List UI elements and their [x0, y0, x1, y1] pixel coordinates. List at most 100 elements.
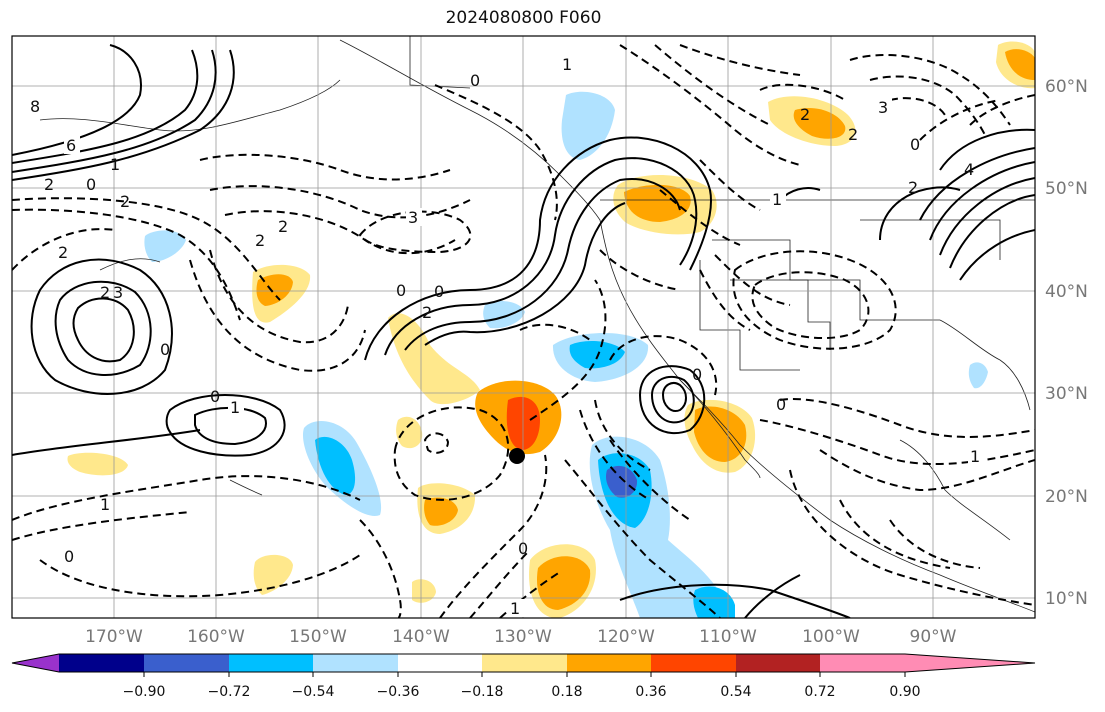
lat-label: 40°N — [1045, 282, 1088, 302]
longitude-labels: 170°W 160°W 150°W 140°W 130°W 120°W 110°… — [85, 627, 957, 647]
lat-label: 10°N — [1045, 589, 1088, 609]
colorbar-tick-label: 0.18 — [551, 684, 582, 700]
colorbar: −0.90 −0.72 −0.54 −0.36 −0.18 0.18 0.36 … — [11, 653, 1036, 700]
contour-label: 0 — [86, 175, 96, 194]
lat-label: 20°N — [1045, 487, 1088, 507]
lon-label: 170°W — [85, 627, 143, 647]
colorbar-tick-label: 0.72 — [804, 684, 835, 700]
shade-positive — [536, 556, 591, 610]
contour-label: 1 — [562, 55, 572, 74]
contour-label: 1 — [230, 398, 240, 417]
colorbar-segment — [398, 654, 482, 672]
colorbar-tick-label: −0.72 — [208, 684, 251, 700]
lon-label: 120°W — [597, 627, 655, 647]
contour-label: 1 — [100, 495, 110, 514]
shade-negative — [144, 230, 186, 262]
contour-label: 0 — [910, 135, 920, 154]
colorbar-extend-low — [12, 654, 59, 672]
plot-title: 2024080800 F060 — [445, 8, 602, 28]
colorbar-ticks — [143, 672, 906, 677]
shade-positive — [1005, 49, 1035, 80]
colorbar-segment — [144, 654, 229, 672]
shade-positive — [624, 184, 691, 222]
map-panel: 8 6 2 0 1 2 2 2 2 3 3 2 0 2 0 1 0 3 2 2 … — [12, 36, 1035, 618]
dashed-contours — [12, 44, 1035, 618]
contour-label: 1 — [110, 155, 120, 174]
colorbar-tick-label: −0.18 — [461, 684, 504, 700]
shade-negative — [606, 465, 638, 498]
colorbar-segment — [820, 654, 905, 672]
contour-label: 0 — [776, 395, 786, 414]
lon-label: 150°W — [289, 627, 347, 647]
contour-label: 2 — [908, 178, 918, 197]
shade-positive — [412, 579, 436, 603]
colorbar-segment — [229, 654, 313, 672]
contour-label: 3 — [878, 98, 888, 117]
contour-label: 0 — [470, 71, 480, 90]
shade-positive — [256, 274, 293, 306]
shade-positive — [793, 107, 846, 139]
contour-label: 1 — [510, 599, 520, 618]
contour-labels: 8 6 2 0 1 2 2 2 2 3 3 2 0 2 0 1 0 3 2 2 … — [28, 55, 984, 618]
colorbar-tick-label: −0.54 — [292, 684, 335, 700]
colorbar-segment — [313, 654, 398, 672]
shade-positive — [424, 497, 458, 526]
contour-label: 0 — [210, 387, 220, 406]
shade-positive — [388, 313, 480, 405]
contour-label: 3 — [408, 208, 418, 227]
lon-label: 140°W — [392, 627, 450, 647]
contour-label: 8 — [30, 97, 40, 116]
shade-negative — [693, 586, 735, 618]
contour-label: 0 — [692, 365, 702, 384]
contour-label: 2 — [422, 303, 432, 322]
colorbar-tick-label: 0.36 — [635, 684, 666, 700]
lon-label: 110°W — [699, 627, 757, 647]
shade-negative — [315, 436, 356, 495]
contour-label: 6 — [66, 136, 76, 155]
lat-label: 30°N — [1045, 384, 1088, 404]
colorbar-outline — [11, 653, 1036, 673]
colorbar-segment — [736, 654, 820, 672]
map-frame — [11, 35, 1036, 619]
colorbar-tick-label: 0.90 — [889, 684, 920, 700]
colorbar-tick-label: −0.36 — [377, 684, 420, 700]
latitude-labels: 60°N 50°N 40°N 30°N 20°N 10°N — [1045, 77, 1088, 609]
colorbar-segment — [651, 654, 736, 672]
contour-label: 1 — [970, 447, 980, 466]
contour-label: 2 — [800, 105, 810, 124]
colorbar-segment — [59, 654, 144, 672]
colorbar-tick-label: 0.54 — [720, 684, 751, 700]
contour-label: 2 — [58, 243, 68, 262]
shading-layer — [67, 41, 1035, 618]
lat-label: 50°N — [1045, 179, 1088, 199]
colorbar-segment — [482, 654, 567, 672]
shade-negative — [968, 362, 988, 389]
contour-label: 2 — [255, 231, 265, 250]
lat-label: 60°N — [1045, 77, 1088, 97]
shade-negative — [483, 300, 525, 329]
contour-label: 0 — [160, 340, 170, 359]
contour-label: 1 — [772, 190, 782, 209]
shade-positive — [253, 554, 293, 595]
shade-positive — [694, 406, 747, 462]
shade-positive — [396, 416, 423, 449]
contour-label: 2 — [278, 217, 288, 236]
storm-center-marker — [509, 448, 525, 464]
shade-positive — [67, 452, 128, 476]
contour-label: 3 — [113, 283, 123, 302]
contour-label: 0 — [396, 281, 406, 300]
contour-label: 2 — [100, 283, 110, 302]
contour-label: 0 — [434, 282, 444, 301]
contour-label: 0 — [64, 547, 74, 566]
contour-label: 2 — [44, 175, 54, 194]
colorbar-segment — [567, 654, 651, 672]
lon-label: 130°W — [494, 627, 552, 647]
lon-label: 100°W — [802, 627, 860, 647]
colorbar-tick-label: −0.90 — [123, 684, 166, 700]
contour-label: 2 — [848, 125, 858, 144]
contour-label: 0 — [518, 539, 528, 558]
lon-label: 90°W — [910, 627, 957, 647]
contour-label: 2 — [120, 192, 130, 211]
colorbar-extend-high — [905, 654, 1035, 672]
